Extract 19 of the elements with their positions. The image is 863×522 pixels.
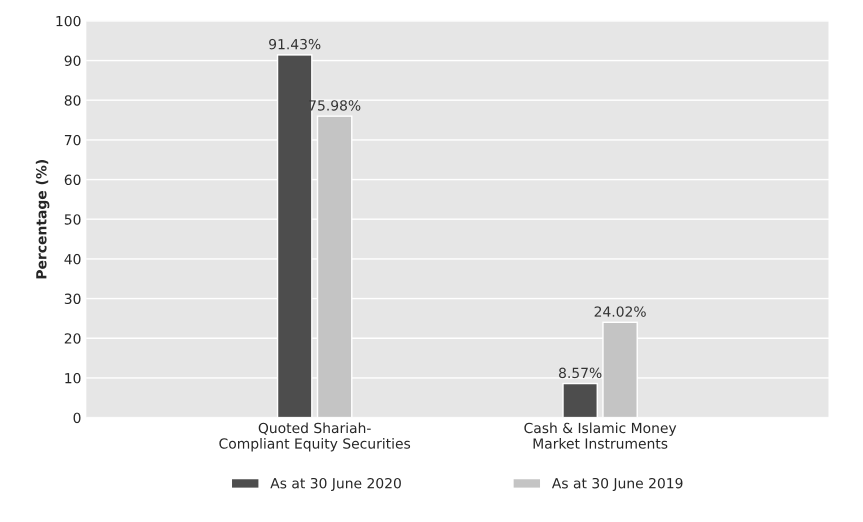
y-tick-label: 60 bbox=[64, 174, 81, 186]
y-tick-label: 30 bbox=[64, 294, 81, 304]
x-tick-label: Quoted Shariah- Compliant Equity Securities bbox=[219, 422, 410, 452]
y-tick-label: 50 bbox=[64, 214, 81, 225]
y-tick-label: 40 bbox=[64, 254, 81, 264]
data-label: 91.43% bbox=[269, 38, 320, 50]
y-tick-label: 90 bbox=[64, 56, 81, 66]
y-axis-title: Percentage (%) bbox=[36, 160, 50, 278]
data-label: 24.02% bbox=[594, 306, 646, 317]
x-tick-label: Cash & Islamic Money Market Instruments bbox=[524, 422, 676, 449]
legend-label: As at 30 June 2020 bbox=[270, 478, 401, 492]
y-tick-label: 0 bbox=[74, 412, 81, 424]
y-tick-label: 100 bbox=[56, 16, 81, 26]
y-tick-label: 20 bbox=[64, 333, 81, 344]
data-label: 8.57% bbox=[559, 368, 602, 378]
y-tick-label: 10 bbox=[65, 372, 81, 384]
y-tick-label: 70 bbox=[64, 134, 81, 146]
y-tick-label: 80 bbox=[64, 95, 81, 106]
legend-label: As at 30 June 2019 bbox=[552, 478, 682, 492]
